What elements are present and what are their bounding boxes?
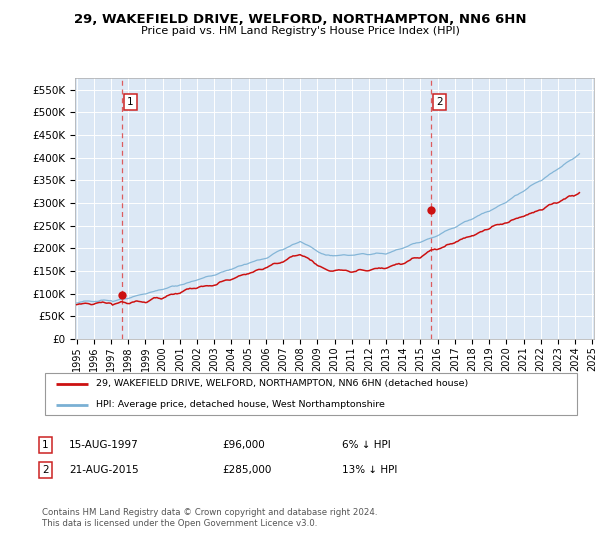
Text: 1: 1 <box>127 97 134 107</box>
Text: 2: 2 <box>42 465 49 475</box>
Text: 2: 2 <box>436 97 443 107</box>
Text: £96,000: £96,000 <box>222 440 265 450</box>
Text: 29, WAKEFIELD DRIVE, WELFORD, NORTHAMPTON, NN6 6HN (detached house): 29, WAKEFIELD DRIVE, WELFORD, NORTHAMPTO… <box>96 379 468 388</box>
Text: 15-AUG-1997: 15-AUG-1997 <box>69 440 139 450</box>
Text: Contains HM Land Registry data © Crown copyright and database right 2024.
This d: Contains HM Land Registry data © Crown c… <box>42 508 377 528</box>
FancyBboxPatch shape <box>45 373 577 416</box>
Text: 6% ↓ HPI: 6% ↓ HPI <box>342 440 391 450</box>
Text: £285,000: £285,000 <box>222 465 271 475</box>
Text: 21-AUG-2015: 21-AUG-2015 <box>69 465 139 475</box>
Text: 13% ↓ HPI: 13% ↓ HPI <box>342 465 397 475</box>
Text: 1: 1 <box>42 440 49 450</box>
Text: Price paid vs. HM Land Registry's House Price Index (HPI): Price paid vs. HM Land Registry's House … <box>140 26 460 36</box>
Text: HPI: Average price, detached house, West Northamptonshire: HPI: Average price, detached house, West… <box>96 400 385 409</box>
Text: 29, WAKEFIELD DRIVE, WELFORD, NORTHAMPTON, NN6 6HN: 29, WAKEFIELD DRIVE, WELFORD, NORTHAMPTO… <box>74 13 526 26</box>
